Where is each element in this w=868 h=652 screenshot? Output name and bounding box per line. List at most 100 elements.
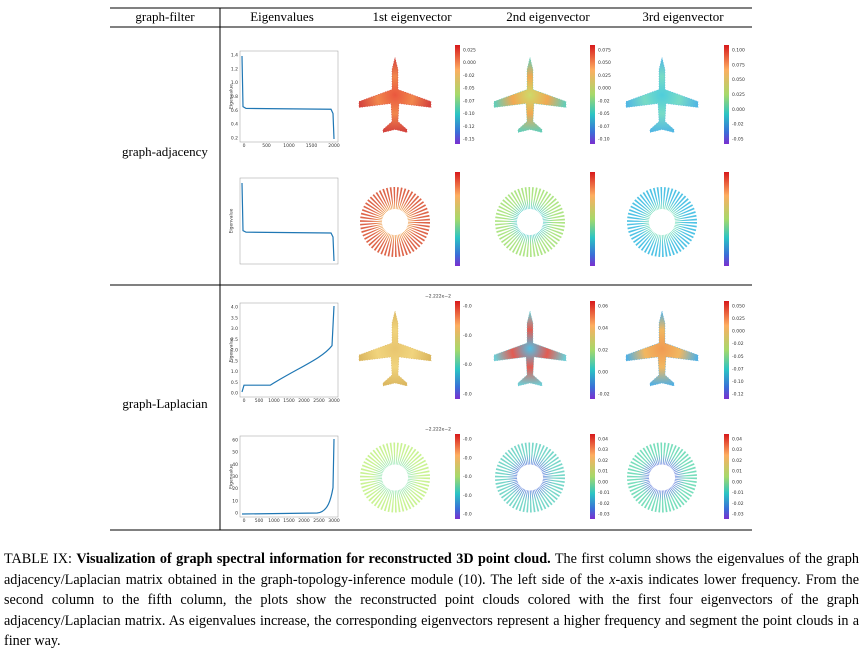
y-tick-label: 0.6 — [231, 108, 238, 114]
colorbar — [724, 45, 729, 144]
y-tick-label: 4.0 — [231, 305, 238, 311]
point-cloud — [625, 57, 699, 133]
caption-label: TABLE IX: — [4, 551, 72, 567]
colorbar-tick-label: -0.0 — [463, 333, 472, 339]
y-axis-label: Eigenvalue — [229, 464, 235, 489]
colorbar-tick-label: -0.0 — [463, 474, 472, 480]
y-tick-label: 10 — [232, 498, 238, 504]
colorbar-tick-label: -0.02 — [732, 501, 744, 507]
colorbar — [590, 434, 595, 519]
colorbar-tick-label: -0.02 — [598, 392, 610, 398]
column-header: graph-filter — [135, 9, 195, 24]
colorbar-tick-label: 0.025 — [732, 316, 745, 322]
colorbar-tick-label: 0.050 — [732, 304, 745, 310]
colorbar-tick-label: 0.04 — [598, 326, 608, 332]
point-cloud — [360, 442, 430, 513]
colorbar-tick-label: 0.000 — [732, 329, 745, 335]
colorbar-tick-label: 0.000 — [732, 107, 745, 113]
colorbar-tick-label: -0.07 — [463, 98, 475, 104]
eigenvalue-curve — [241, 182, 335, 262]
y-tick-label: 0.8 — [231, 94, 238, 100]
y-tick-label: 1.4 — [231, 53, 238, 59]
table: graph-filter Eigenvalues 1st eigenvector 2n… — [110, 7, 752, 531]
y-tick-label: 2.5 — [231, 337, 238, 343]
y-tick-label: 40 — [232, 462, 238, 468]
colorbar-tick-label: -0.15 — [463, 137, 475, 143]
x-tick-label: 1500 — [283, 518, 295, 524]
colorbar — [455, 434, 460, 519]
colorbar-tick-label: -0.0 — [463, 493, 472, 499]
colorbar — [455, 301, 460, 399]
colorbar-tick-label: -0.12 — [732, 392, 744, 398]
colorbar-tick-label: -0.03 — [732, 512, 744, 518]
plot-frame — [239, 177, 339, 265]
colorbar — [724, 172, 729, 266]
caption-title: Visualization of graph spectral informat… — [76, 551, 551, 567]
y-axis-label: Eigenvalue — [229, 208, 235, 233]
eigenvalue-curve — [241, 55, 335, 140]
colorbar-tick-label: 0.02 — [598, 458, 608, 464]
plot-frame — [239, 50, 339, 143]
colorbar — [724, 434, 729, 519]
x-tick-label: 2500 — [313, 518, 325, 524]
colorbar-tick-label: -0.02 — [463, 73, 475, 79]
x-tick-label: 1500 — [283, 398, 295, 404]
colorbar-tick-label: -0.02 — [732, 122, 744, 128]
y-tick-label: 1.0 — [231, 369, 238, 375]
colorbar-tick-label: 0.025 — [598, 73, 611, 79]
colorbar — [590, 45, 595, 144]
column-header: 2nd eigenvector — [506, 9, 590, 24]
point-cloud — [358, 310, 432, 387]
y-tick-label: 20 — [232, 486, 238, 492]
colorbar-tick-label: -0.10 — [732, 379, 744, 385]
x-tick-label: 500 — [255, 518, 264, 524]
colorbar-tick-label: -0.10 — [463, 111, 475, 117]
x-tick-label: 2500 — [313, 398, 325, 404]
caption-math: x — [609, 571, 616, 588]
colorbar-tick-label: 0.01 — [598, 469, 608, 475]
colorbar-tick-label: -0.12 — [463, 124, 475, 130]
colorbar-tick-label: -0.02 — [598, 501, 610, 507]
row-label: graph-Laplacian — [122, 396, 208, 411]
colorbar-tick-label: 0.04 — [732, 437, 742, 443]
colorbar-tick-label: -0.01 — [732, 490, 744, 496]
x-tick-label: 500 — [255, 398, 264, 404]
colorbar-tick-label: -0.07 — [598, 124, 610, 130]
x-tick-label: 0 — [243, 398, 246, 404]
colorbar-tick-label: -0.03 — [598, 512, 610, 518]
colorbar-tick-label: -0.0 — [463, 362, 472, 368]
colorbar-offset: −2.222e−2 — [425, 427, 451, 433]
y-axis-label: Eigenvalue — [229, 337, 235, 362]
colorbar-tick-label: 0.00 — [732, 479, 742, 485]
colorbar-tick-label: -0.07 — [732, 366, 744, 372]
colorbar-tick-label: 0.075 — [598, 48, 611, 54]
colorbar-tick-label: -0.01 — [598, 490, 610, 496]
y-tick-label: 1.0 — [231, 80, 238, 86]
colorbar-tick-label: 0.02 — [598, 348, 608, 354]
colorbar-tick-label: -0.0 — [463, 437, 472, 443]
colorbar — [455, 172, 460, 266]
y-tick-label: 60 — [232, 438, 238, 444]
plot-frame — [239, 435, 339, 518]
x-tick-label: 3000 — [328, 518, 340, 524]
colorbar-tick-label: -0.05 — [732, 137, 744, 143]
colorbar-tick-label: -0.0 — [463, 455, 472, 461]
point-cloud — [495, 442, 565, 513]
point-cloud — [358, 57, 432, 133]
colorbar-tick-label: 0.00 — [598, 479, 608, 485]
caption-text: -axis indicates lower frequency. From th… — [4, 571, 860, 650]
x-tick-label: 1500 — [306, 143, 318, 149]
x-tick-label: 1000 — [283, 143, 295, 149]
colorbar-tick-label: -0.05 — [598, 111, 610, 117]
colorbar-tick-label: 0.06 — [598, 304, 608, 310]
colorbar — [590, 172, 595, 266]
colorbar-tick-label: 0.01 — [732, 469, 742, 475]
point-cloud — [627, 187, 697, 257]
y-tick-label: 1.2 — [231, 66, 238, 72]
colorbar-tick-label: -0.02 — [598, 98, 610, 104]
colorbar-tick-label: 0.000 — [463, 60, 476, 66]
point-cloud — [627, 442, 697, 513]
colorbar-offset: −2.222e−2 — [425, 294, 451, 300]
colorbar-tick-label: 0.000 — [598, 86, 611, 92]
